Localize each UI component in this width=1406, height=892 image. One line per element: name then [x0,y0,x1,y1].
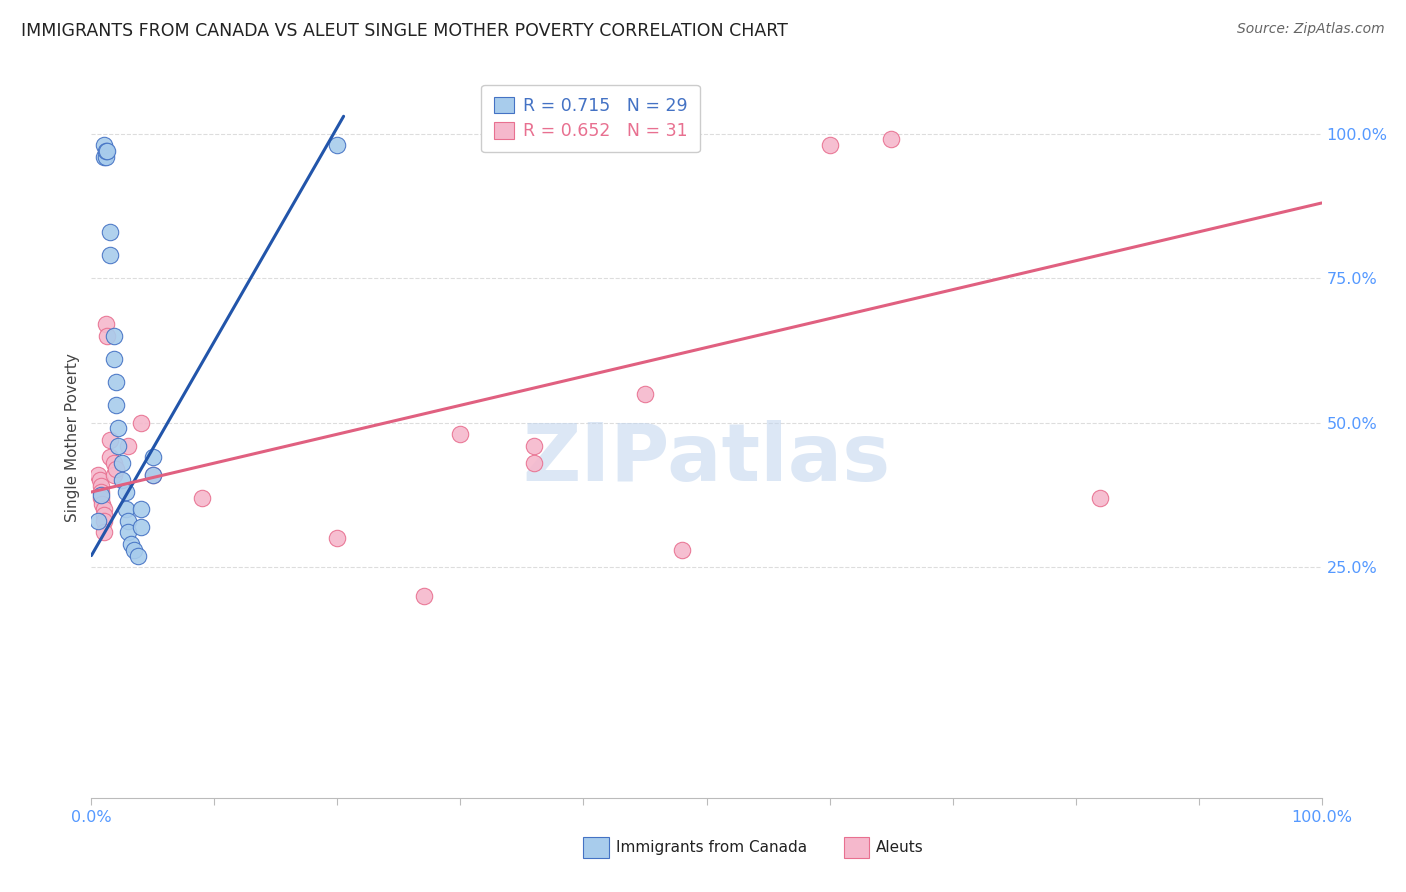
Point [105,398,127,412]
Point [103,467,125,482]
Text: Immigrants from Canada: Immigrants from Canada [616,840,807,855]
Point [129,519,152,533]
Point [105,375,127,389]
Point [96,144,117,158]
Point [111,474,134,488]
Point [124,542,146,557]
Y-axis label: Single Mother Poverty: Single Mother Poverty [65,352,80,522]
Point [96,144,118,158]
Point [634,386,657,401]
Point [86,467,108,482]
Point [326,531,349,545]
Point [449,427,471,442]
Point [127,549,149,563]
Point [671,542,693,557]
Point [142,450,165,465]
Point [86,514,108,528]
Point [818,138,841,153]
Point [142,467,165,482]
Point [523,456,546,470]
Point [129,502,152,516]
Point [96,318,117,332]
Point [98,433,121,447]
Point [523,439,546,453]
Legend: R = 0.715   N = 29, R = 0.652   N = 31: R = 0.715 N = 29, R = 0.652 N = 31 [481,85,700,153]
Point [105,462,127,476]
Point [103,329,125,343]
Point [117,439,139,453]
Point [96,150,117,164]
Point [114,502,138,516]
Point [880,132,903,146]
Point [90,491,112,505]
Point [91,497,114,511]
Point [191,491,214,505]
Point [120,537,142,551]
Point [326,138,349,153]
Point [93,525,115,540]
Point [142,467,165,482]
Point [107,421,129,435]
Point [117,514,139,528]
Point [114,485,138,500]
Point [93,138,115,153]
Point [93,508,115,522]
Point [129,416,152,430]
Point [103,456,125,470]
Point [1088,491,1111,505]
Text: Aleuts: Aleuts [876,840,924,855]
Point [117,525,139,540]
Point [93,514,115,528]
Point [90,488,112,502]
Point [107,439,129,453]
Point [98,225,121,239]
Text: IMMIGRANTS FROM CANADA VS ALEUT SINGLE MOTHER POVERTY CORRELATION CHART: IMMIGRANTS FROM CANADA VS ALEUT SINGLE M… [21,22,787,40]
Point [90,479,112,493]
Point [98,450,121,465]
Point [96,329,118,343]
Text: Source: ZipAtlas.com: Source: ZipAtlas.com [1237,22,1385,37]
Point [93,502,115,516]
Text: ZIPatlas: ZIPatlas [523,420,890,498]
Point [90,485,112,500]
Point [412,589,434,603]
Point [93,150,115,164]
Point [103,352,125,367]
Point [98,248,121,262]
Point [89,474,111,488]
Point [111,456,134,470]
